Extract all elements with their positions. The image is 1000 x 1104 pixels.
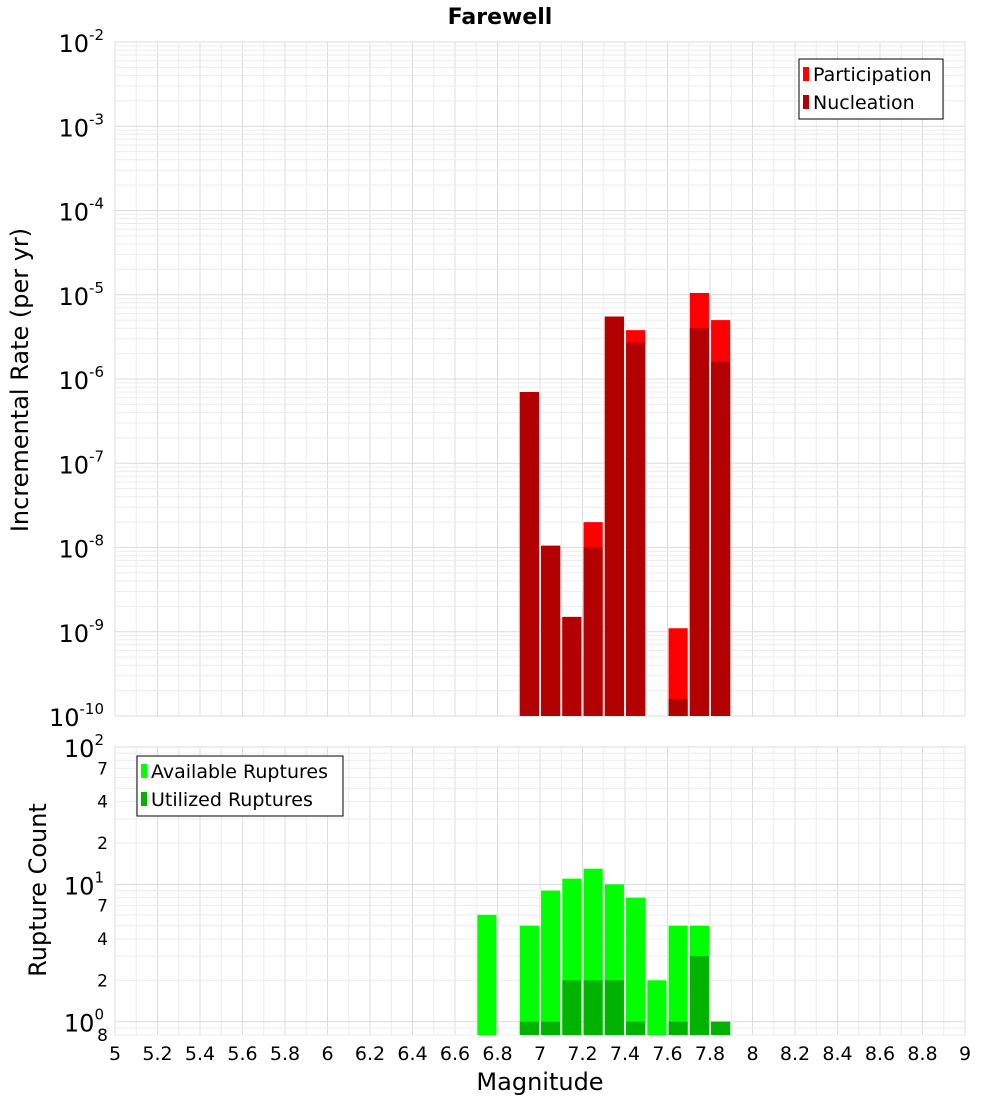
y-tick-label: 8 (97, 1026, 108, 1046)
x-tick-label: 6.4 (397, 1043, 427, 1065)
utilized-ruptures-bar (626, 1021, 646, 1035)
y-tick-label: 10-7 (58, 447, 104, 479)
utilized-ruptures-bar (541, 1021, 561, 1035)
available-ruptures-bar (668, 925, 688, 1035)
available-ruptures-bar (519, 925, 539, 1035)
y-tick-label: 10-8 (58, 532, 104, 564)
x-tick-label: 8.8 (907, 1043, 937, 1065)
y-tick-label: 10-2 (58, 26, 104, 58)
x-tick-label: 8.2 (780, 1043, 810, 1065)
nucleation-bar (562, 616, 582, 716)
x-tick-label: 7.2 (567, 1043, 597, 1065)
legend-box (136, 755, 344, 817)
x-tick-label: 5.2 (142, 1043, 172, 1065)
y-tick-label: 102 (64, 731, 104, 763)
y-tick-label: 10-10 (49, 700, 104, 732)
y-tick-label: 7 (97, 759, 108, 779)
x-tick-label: 8.4 (822, 1043, 852, 1065)
y-tick-label: 7 (97, 897, 108, 917)
legend: Participation Nucleation (798, 58, 944, 120)
y-tick-label: 4 (97, 930, 108, 950)
legend-box (798, 58, 944, 120)
top-plot-area: 10-10 10-9 10-8 10-7 10-6 10-5 10-4 10-3 10-2 Par… (49, 26, 966, 732)
nucleation-bar (604, 316, 624, 716)
x-tick-label: 5.6 (227, 1043, 257, 1065)
nucleation-bar (668, 698, 688, 716)
x-tick-label: 7.6 (652, 1043, 682, 1065)
y-tick-label: 100 (64, 1006, 104, 1038)
chart-title: Farewell (448, 5, 553, 30)
nucleation-bar (541, 545, 561, 716)
y-tick-label: 101 (64, 868, 104, 900)
x-tick-label: 7 (534, 1043, 546, 1065)
x-tick-label: 6.8 (482, 1043, 512, 1065)
legend-label: Participation (813, 64, 932, 86)
legend-swatch (803, 67, 809, 81)
x-tick-label: 6 (321, 1043, 333, 1065)
x-tick-label: 6.6 (440, 1043, 470, 1065)
x-tick-label: 8.6 (865, 1043, 895, 1065)
nucleation-bar (711, 361, 731, 716)
y-tick-label: 2 (97, 834, 108, 854)
legend-label: Utilized Ruptures (151, 789, 313, 811)
participation-bar (668, 628, 688, 716)
legend-label: Available Ruptures (151, 761, 328, 783)
nucleation-bar (689, 328, 709, 716)
y-tick-label: 10-4 (58, 195, 104, 227)
x-tick-label: 5 (109, 1043, 121, 1065)
available-ruptures-bar (541, 890, 561, 1035)
x-tick-label: 8 (746, 1043, 758, 1065)
legend-swatch (803, 95, 809, 109)
legend-label: Nucleation (813, 92, 915, 114)
nucleation-bar (583, 547, 603, 716)
available-ruptures-bar (647, 980, 667, 1035)
y-tick-label: 10-5 (58, 279, 104, 311)
y-tick-label: 10-6 (58, 363, 104, 395)
top-y-axis-label: Incremental Rate (per yr) (6, 228, 34, 532)
legend-swatch (141, 764, 147, 778)
y-tick-label: 10-3 (58, 110, 104, 142)
x-tick-label: 5.4 (185, 1043, 215, 1065)
available-ruptures-bar (477, 914, 497, 1035)
x-tick-label: 7.8 (695, 1043, 725, 1065)
utilized-ruptures-bar (689, 956, 709, 1035)
utilized-ruptures-bar (668, 1021, 688, 1035)
x-axis-label: Magnitude (476, 1068, 603, 1096)
x-tick-label: 7.4 (610, 1043, 640, 1065)
utilized-ruptures-bar (519, 1021, 539, 1035)
y-tick-label: 10-9 (58, 616, 104, 648)
nucleation-bar (626, 342, 646, 716)
utilized-ruptures-bar (583, 980, 603, 1035)
x-tick-label: 6.2 (355, 1043, 385, 1065)
x-tick-label: 9 (959, 1043, 971, 1065)
legend-swatch (141, 792, 147, 806)
nucleation-bar (519, 392, 539, 716)
utilized-ruptures-bar (562, 980, 582, 1035)
y-tick-label: 4 (97, 793, 108, 813)
y-tick-label: 2 (97, 971, 108, 991)
bottom-y-axis-label: Rupture Count (24, 803, 52, 977)
x-tick-label: 5.8 (270, 1043, 300, 1065)
available-ruptures-bar (626, 897, 646, 1035)
utilized-ruptures-bar (711, 1021, 731, 1035)
legend: Available Ruptures Utilized Ruptures (136, 755, 344, 817)
utilized-ruptures-bar (604, 980, 624, 1035)
